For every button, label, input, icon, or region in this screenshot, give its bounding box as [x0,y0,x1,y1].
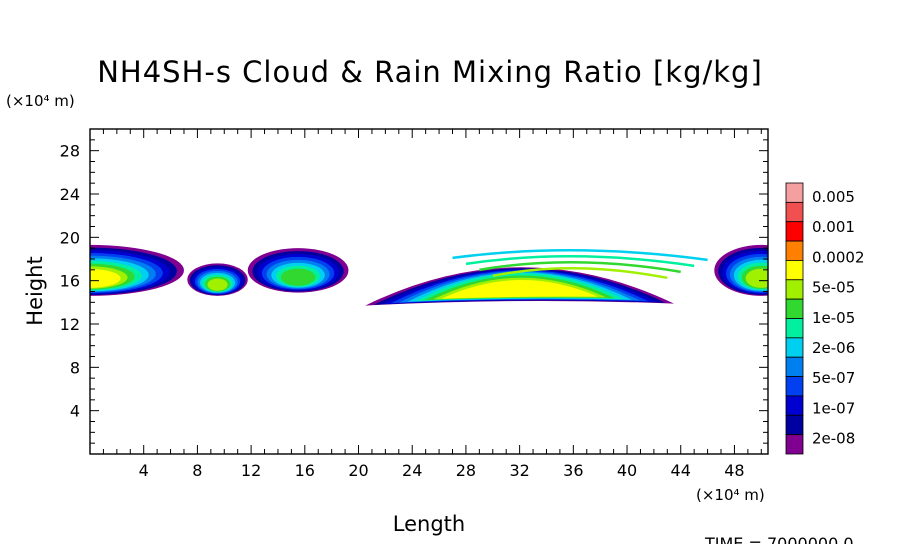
colorbar-label: 0.005 [812,188,855,206]
x-tick-label: 12 [241,461,261,480]
colorbar-label: 5e-07 [812,369,855,387]
colorbar-label: 0.001 [812,218,855,236]
x-tick-label: 48 [724,461,744,480]
cloud-x15-contour [280,268,316,286]
colorbar-swatch [785,376,804,397]
colorbar-swatch [785,318,804,339]
x-tick-label: 16 [295,461,315,480]
y-tick-label: 12 [60,315,80,334]
x-tick-label: 44 [671,461,691,480]
time-label: TIME = 7000000.0 [704,534,854,544]
colorbar-swatch [785,240,804,261]
y-tick-label: 4 [70,402,80,421]
x-tick-label: 20 [348,461,368,480]
x-tick-label: 8 [192,461,202,480]
cloud-field [90,244,768,306]
cloud-band-center-streak [452,249,708,262]
colorbar-label: 5e-05 [812,279,855,297]
colorbar-swatch [785,260,804,281]
x-tick-label: 4 [139,461,149,480]
colorbar-label: 2e-06 [812,339,855,357]
cloud-band-center-contour [441,279,598,299]
y-tick-label: 28 [60,142,80,161]
colorbar-swatch [785,298,804,319]
chart-title: NH4SH-s Cloud & Rain Mixing Ratio [kg/kg… [97,55,763,89]
colorbar-swatch [785,221,804,242]
x-axis-unit: (×10⁴ m) [696,486,765,504]
x-axis-label: Length [393,512,465,536]
x-tick-label: 32 [509,461,529,480]
x-tick-label: 28 [456,461,476,480]
colorbar-label: 0.0002 [812,248,865,266]
colorbar-swatch [785,356,804,377]
cloud-band-center-streak [492,267,668,280]
colorbar-label: 1e-05 [812,309,855,327]
y-tick-label: 24 [60,185,80,204]
colorbar-swatch [785,414,804,436]
colorbar-swatch [785,337,804,358]
x-tick-label: 40 [617,461,637,480]
colorbar-label: 1e-07 [812,399,855,417]
x-tick-label: 24 [402,461,422,480]
colorbar-swatch [785,182,804,203]
y-tick-label: 16 [60,272,80,291]
cloud-band-center-streak [465,255,695,268]
y-axis-unit: (×10⁴ m) [6,92,75,110]
y-tick-label: 20 [60,228,80,247]
cloud-x9-contour [207,278,228,291]
colorbar-label: 2e-08 [812,430,855,448]
cloud-right-edge-contour [745,268,768,288]
colorbar-swatch [785,434,804,455]
cloud-band-center-streak [479,261,681,274]
y-axis: 4 8 12 16 20 24 28 [60,139,768,444]
colorbar-swatch [785,395,804,416]
x-axis: 4 8 12 16 20 24 28 32 36 40 44 48 [102,129,762,480]
colorbar-swatch [785,279,804,300]
colorbar-swatch [785,201,804,223]
x-tick-label: 36 [563,461,583,480]
cloud-left-contour [90,268,121,288]
y-tick-label: 8 [70,358,80,377]
colorbar: 0.005 0.001 0.0002 5e-05 1e-05 2e-06 5e-07 1e-0… [785,182,865,455]
y-axis-label: Height [23,256,47,325]
